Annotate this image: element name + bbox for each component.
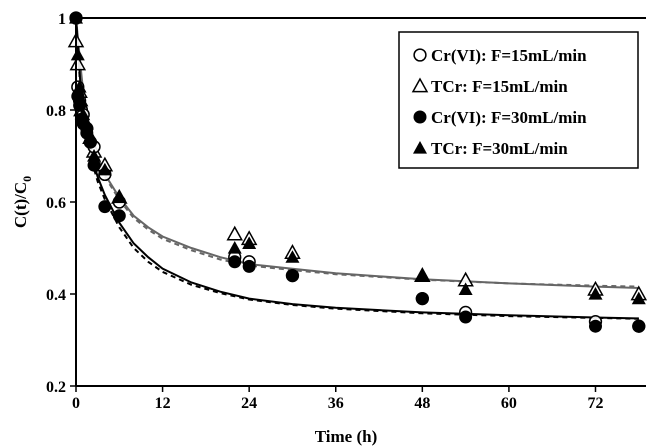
legend: Cr(VI): F=15mL/min TCr: F=15mL/min Cr(VI):…: [398, 31, 639, 169]
data-point-triangle-filled: [285, 250, 300, 263]
y-tick-label: 1: [58, 11, 66, 28]
legend-label: Cr(VI): F=15mL/min: [431, 46, 587, 65]
data-point-circle-filled: [285, 269, 299, 283]
data-point-triangle-filled: [97, 162, 112, 176]
legend-label: Cr(VI): F=30mL/min: [431, 108, 587, 127]
data-point-circle-filled: [83, 135, 97, 149]
data-point-circle-filled: [87, 158, 101, 172]
legend-marker-triangle-open: [411, 77, 429, 93]
legend-marker-circle-open: [413, 48, 427, 62]
data-point-circle-filled: [459, 310, 473, 324]
data-point-triangle-filled: [242, 236, 257, 249]
x-tick-label: 72: [587, 395, 603, 412]
x-tick-label: 12: [155, 395, 171, 412]
data-point-circle-filled: [98, 200, 112, 214]
legend-items: Cr(VI): F=15mL/min TCr: F=15mL/min Cr(VI):…: [411, 46, 587, 158]
y-tick-label: 0.8: [46, 103, 66, 120]
data-point-triangle-filled: [458, 282, 473, 295]
x-tick-label: 36: [328, 395, 344, 412]
data-point-circle-filled: [242, 259, 256, 273]
data-point-circle-filled: [588, 319, 602, 333]
data-point-circle-filled: [415, 292, 429, 306]
data-point-triangle-filled: [588, 287, 603, 300]
x-tick-label: 48: [414, 395, 430, 412]
y-tick-label: 0.2: [46, 379, 66, 396]
data-point-circle-filled: [632, 319, 646, 333]
x-axis-title: Time (h): [315, 427, 378, 446]
x-tick-label: 60: [501, 395, 517, 412]
data-point-triangle-filled: [112, 190, 127, 203]
legend-marker-circle-filled: [413, 110, 427, 124]
y-axis-title: C(t)/C0: [11, 176, 34, 228]
data-point-triangle-filled: [70, 47, 85, 61]
data-point-triangle-open: [69, 55, 87, 71]
data-point-circle-filled: [112, 209, 126, 223]
fit-curve: [75, 17, 639, 320]
y-tick-label: 0.6: [46, 195, 66, 212]
x-tick-label: 0: [72, 395, 80, 412]
data-point-triangle-filled: [227, 241, 242, 254]
legend-label: TCr: F=30mL/min: [431, 139, 568, 158]
y-axis-title-subscript: 0: [20, 176, 34, 182]
y-tick-label: 0.4: [46, 287, 66, 304]
x-tick-label: 24: [241, 395, 257, 412]
legend-marker-triangle-filled: [413, 141, 427, 154]
y-axis-title-main: C(t)/C: [11, 182, 30, 228]
data-point-triangle-filled: [87, 149, 102, 162]
legend-label: TCr: F=15mL/min: [431, 77, 568, 96]
legend-box: [398, 31, 639, 169]
data-points: [67, 11, 648, 333]
data-point-triangle-filled: [631, 291, 646, 305]
data-point-circle-filled: [228, 255, 242, 269]
data-point-triangle-filled: [415, 268, 430, 282]
ticks: 0 12 24 36 48 60 72 0.2 0.4 0.6 0.8 1: [46, 11, 603, 412]
data-point-triangle-open: [226, 225, 244, 241]
